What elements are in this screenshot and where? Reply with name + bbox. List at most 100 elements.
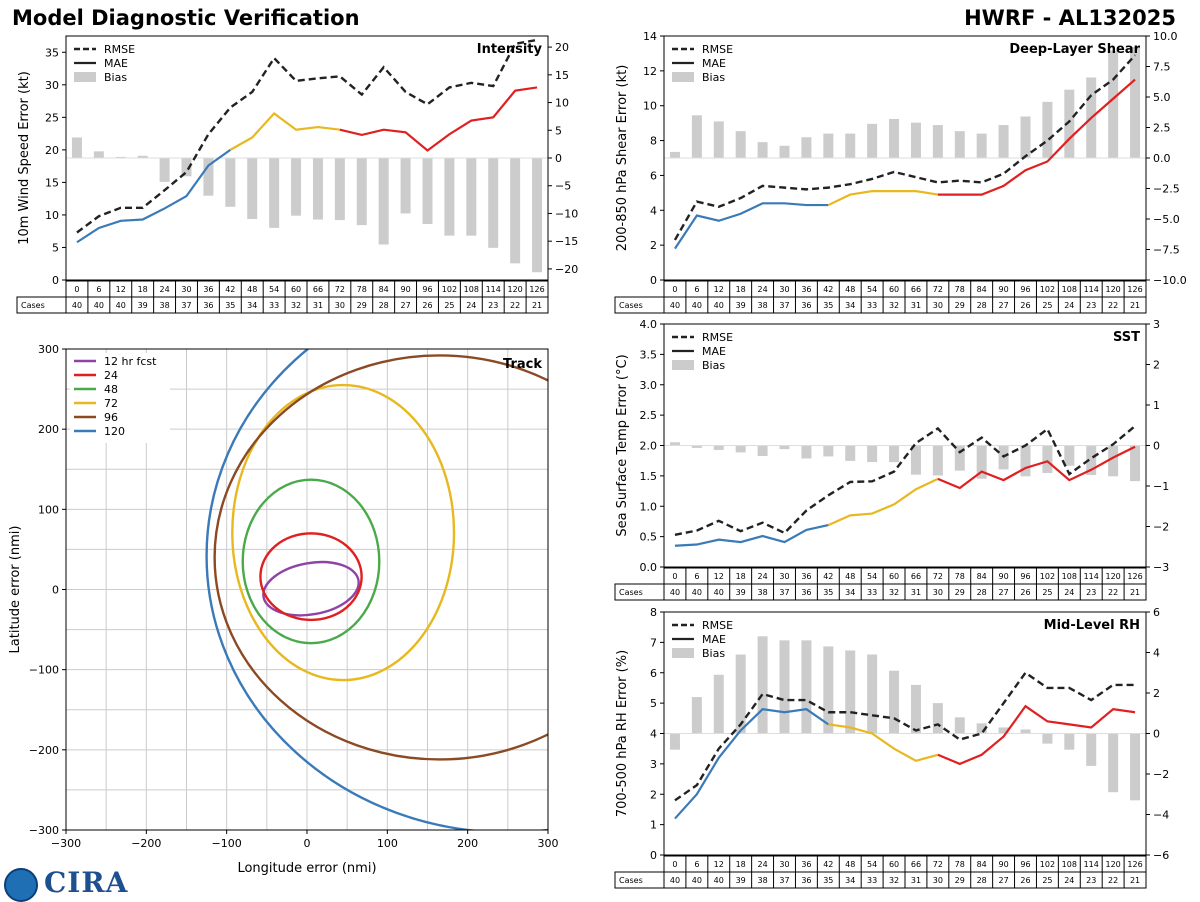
logo-area: CIRA: [4, 866, 127, 902]
rh-hour-label: 54: [867, 860, 877, 869]
sst-case-count: 22: [1108, 588, 1118, 597]
sst-ytick-label: 3.5: [640, 348, 658, 361]
rh-case-count: 26: [1020, 876, 1030, 885]
intensity-bias-bar: [378, 158, 389, 245]
sst-case-count: 25: [1042, 588, 1052, 597]
shear-y2tick-label: −7.5: [1153, 244, 1180, 257]
track-ytick-label: −300: [29, 824, 59, 837]
rh-bias-bar: [976, 723, 987, 734]
sst-bias-bar: [1086, 445, 1097, 476]
rh-hour-label: 18: [736, 860, 746, 869]
rh-case-count: 40: [714, 876, 724, 885]
shear-hour-label: 60: [889, 285, 899, 294]
rh-legend-bias-swatch: [672, 648, 694, 658]
intensity-hour-label: 24: [159, 285, 169, 294]
sst-bias-bar: [1130, 445, 1141, 482]
sst-ytick-label: 1.5: [640, 470, 658, 483]
rh-case-count: 39: [736, 876, 746, 885]
sst-bias-bar: [757, 445, 768, 457]
rh-hour-label: 108: [1062, 860, 1077, 869]
rh-cases-label: Cases: [619, 876, 643, 885]
shear-ytick-label: 8: [650, 135, 657, 148]
intensity-hour-label: 42: [225, 285, 235, 294]
shear-hour-label: 18: [736, 285, 746, 294]
shear-bias-bar: [932, 125, 943, 158]
intensity-case-count: 28: [379, 301, 389, 310]
track-legend-label: 120: [104, 425, 125, 438]
rh-ytick-label: 1: [650, 819, 657, 832]
rh-bias-bar: [889, 670, 900, 734]
rh-case-count: 28: [977, 876, 987, 885]
rh-y2tick-label: 0: [1153, 728, 1160, 741]
shear-case-count: 24: [1064, 301, 1074, 310]
rh-bias-bar: [1086, 733, 1097, 766]
rh-hour-label: 30: [779, 860, 789, 869]
rh-bias-bar: [954, 717, 965, 734]
page-title: Model Diagnostic Verification: [12, 6, 360, 30]
intensity-hour-label: 78: [357, 285, 367, 294]
rh-case-count: 24: [1064, 876, 1074, 885]
shear-bias-bar: [801, 137, 812, 158]
rh-ylabel: 700-500 hPa RH Error (%): [615, 650, 630, 817]
sst-hour-label: 42: [823, 572, 833, 581]
shear-bias-bar: [735, 131, 746, 158]
sst-legend-label: MAE: [702, 345, 726, 358]
sst-y2tick-label: −1: [1153, 480, 1169, 493]
rh-case-count: 25: [1042, 876, 1052, 885]
sst-bias-bar: [735, 445, 746, 453]
sst-legend-bias-swatch: [672, 360, 694, 370]
shear-mae-line-early: [674, 202, 829, 250]
rh-hour-label: 42: [823, 860, 833, 869]
rh-bias-bar: [823, 646, 834, 734]
rh-mae-line-late: [937, 704, 1136, 766]
sst-hour-label: 114: [1084, 572, 1099, 581]
shear-case-count: 33: [867, 301, 877, 310]
shear-hour-label: 24: [757, 285, 767, 294]
rh-case-count: 38: [757, 876, 767, 885]
cira-logo: CIRA: [44, 866, 129, 899]
intensity-legend-bias-swatch: [74, 72, 96, 82]
sst-case-count: 40: [692, 588, 702, 597]
shear-case-count: 23: [1086, 301, 1096, 310]
rh-mae-line-mid: [828, 723, 939, 763]
sst-hour-label: 96: [1020, 572, 1030, 581]
sst-hour-label: 18: [736, 572, 746, 581]
shear-hour-label: 120: [1105, 285, 1120, 294]
sst-ytick-label: 0.0: [640, 561, 658, 574]
shear-legend-label: RMSE: [702, 43, 733, 56]
shear-bias-bar: [867, 123, 878, 158]
sst-ytick-label: 0.5: [640, 531, 658, 544]
rh-case-count: 35: [823, 876, 833, 885]
shear-case-count: 25: [1042, 301, 1052, 310]
rh-hour-label: 126: [1127, 860, 1142, 869]
sst-bias-bar: [801, 445, 812, 459]
track-ellipses: [205, 349, 548, 830]
sst-bias-bar: [976, 445, 987, 479]
shear-table-cases: [614, 296, 1147, 314]
sst-hour-label: 48: [845, 572, 855, 581]
shear-bias-bar: [845, 133, 856, 158]
shear-ytick-label: 14: [643, 30, 657, 43]
sst-hour-label: 126: [1127, 572, 1142, 581]
track-legend-label: 72: [104, 397, 118, 410]
intensity-hour-label: 114: [486, 285, 501, 294]
intensity-chart: 0 5 10 15 20 25 30 35 −20 −15 −10 −5 0 5 10 15 20 10m Win…: [16, 35, 578, 314]
intensity-case-count: 36: [203, 301, 213, 310]
intensity-case-count: 33: [269, 301, 279, 310]
track-legend-label: 24: [104, 369, 118, 382]
shear-case-count: 36: [801, 301, 811, 310]
rh-y2tick-label: 2: [1153, 687, 1160, 700]
intensity-y2tick-label: −5: [555, 180, 571, 193]
intensity-hour-label: 120: [507, 285, 522, 294]
shear-bias-bar: [823, 133, 834, 158]
shear-ytick-label: 2: [650, 239, 657, 252]
track-legend-label: 96: [104, 411, 118, 424]
rh-case-count: 33: [867, 876, 877, 885]
intensity-bias-bar: [203, 158, 214, 196]
rh-bias-bar: [691, 697, 702, 734]
shear-title: Deep-Layer Shear: [1009, 42, 1140, 57]
intensity-case-count: 26: [422, 301, 432, 310]
intensity-ytick-label: 15: [45, 176, 59, 189]
shear-bias-bar: [976, 133, 987, 158]
